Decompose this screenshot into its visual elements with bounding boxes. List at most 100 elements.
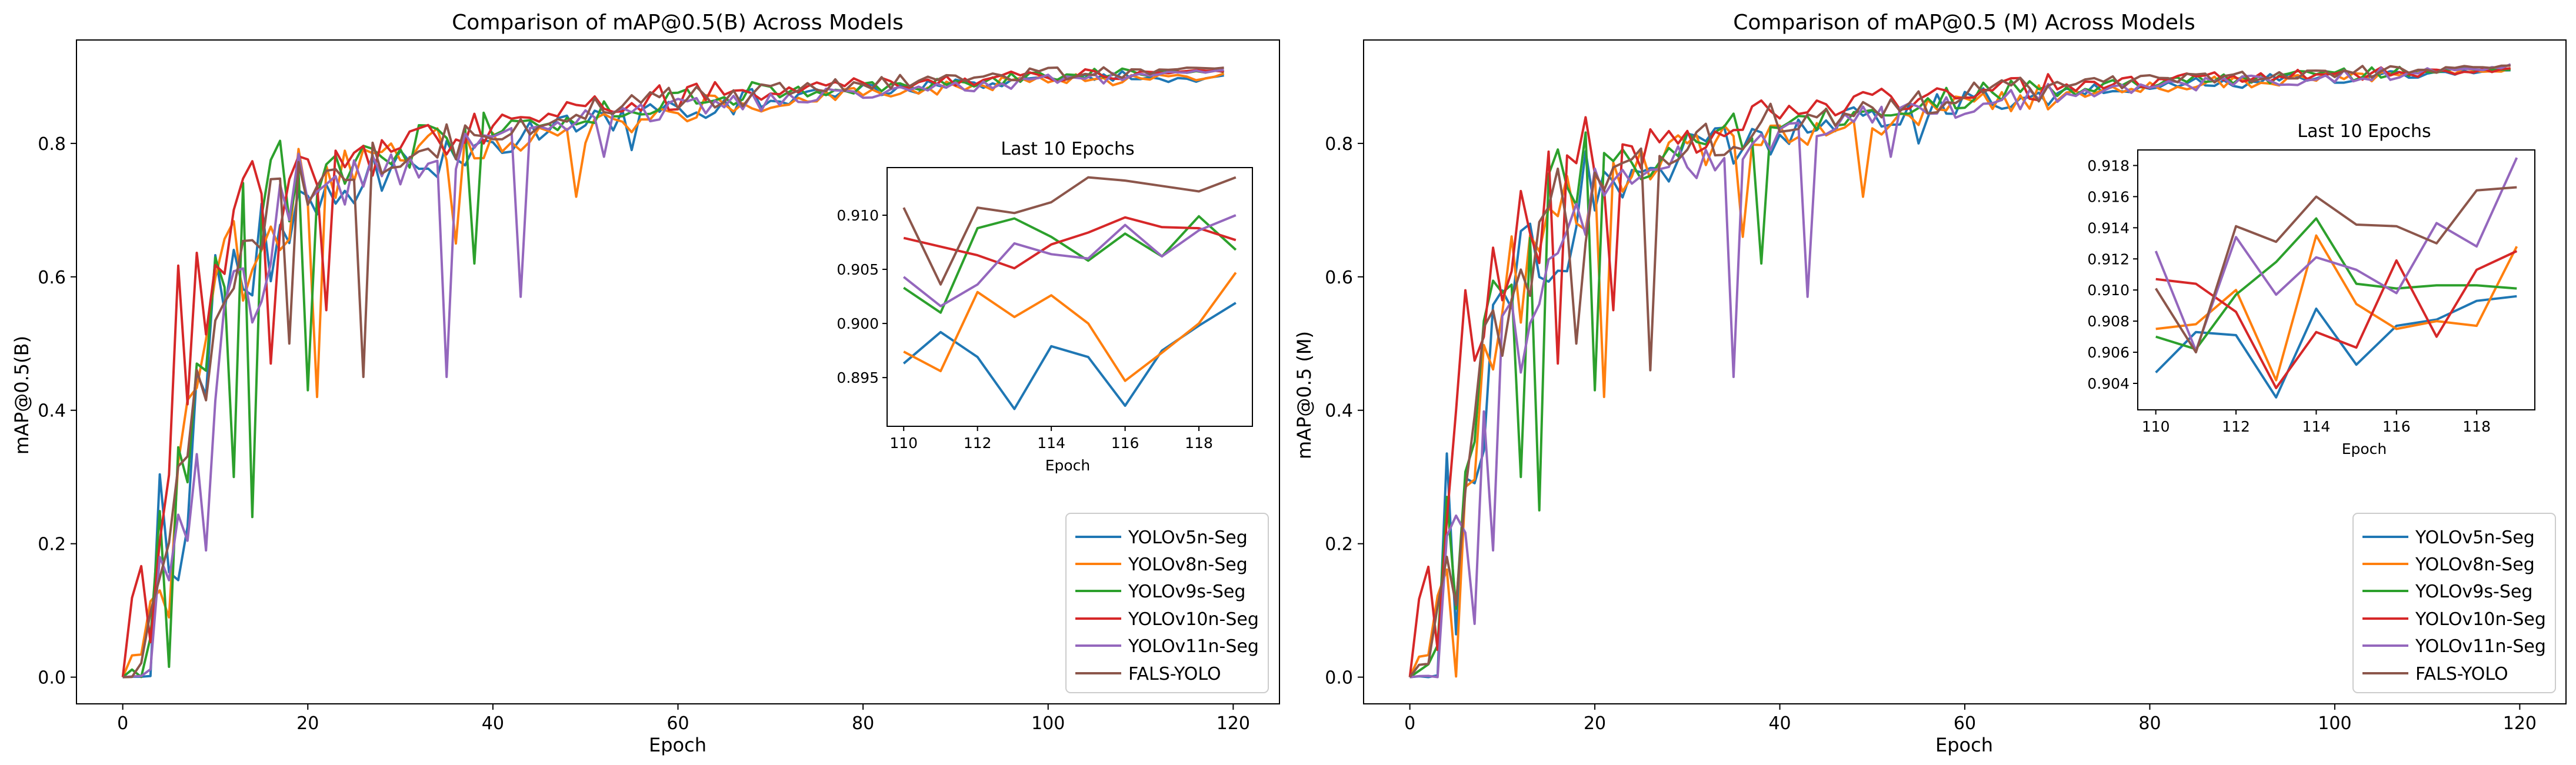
inset-last-10-epochs: Last 10 Epochs Epoch 110 112 114 116 118 0.89…: [837, 139, 1253, 474]
inset-x-axis-label: Epoch: [2342, 440, 2387, 457]
legend-label: FALS-YOLO: [1128, 664, 1221, 684]
y-tick-label: 0.2: [38, 535, 66, 555]
x-axis-label: Epoch: [649, 734, 707, 756]
plot-area: [76, 39, 1280, 704]
tick-layer: 0 20 40 60 80 100 120 0.0 0.2 0.4 0.6 0.8: [1325, 134, 2537, 734]
inset-y-tick-label: 0.905: [837, 261, 879, 278]
inset-series-line-4: [2154, 157, 2518, 352]
x-tick-label: 40: [482, 713, 504, 734]
inset-x-tick-label: 110: [889, 435, 918, 452]
inset-series-line-4: [902, 214, 1237, 308]
y-tick-label: 0.2: [1325, 535, 1353, 555]
x-tick-label: 40: [1768, 713, 1791, 734]
inset-y-tick-label: 0.916: [2087, 188, 2130, 205]
x-tick-label: 100: [2318, 713, 2351, 734]
legend-entry: YOLOv8n-Seg: [1075, 554, 1248, 575]
y-tick-label: 0.4: [38, 401, 66, 422]
legend-entry: FALS-YOLO: [2362, 664, 2508, 684]
x-tick-label: 20: [296, 713, 319, 734]
legend-label: YOLOv10n-Seg: [2415, 609, 2546, 630]
inset-x-axis-label: Epoch: [1045, 457, 1091, 474]
y-tick-label: 0.4: [1325, 401, 1353, 422]
inset-last-10-epochs: Last 10 Epochs Epoch 110 112 114 116 118 0.90…: [2087, 121, 2535, 457]
legend-label: YOLOv11n-Seg: [1128, 636, 1259, 657]
legend-entry: FALS-YOLO: [1075, 664, 1221, 684]
inset-background: [887, 168, 1252, 426]
x-tick-label: 0: [117, 713, 128, 734]
inset-y-tick-label: 0.895: [837, 369, 879, 386]
x-tick-label: 20: [1584, 713, 1606, 734]
x-tick-label: 80: [2138, 713, 2161, 734]
series-line-3: [1408, 66, 2511, 677]
x-tick-label: 0: [1404, 713, 1415, 734]
y-tick-label: 0.8: [1325, 134, 1353, 155]
plot-frame: [1363, 39, 2567, 704]
inset-x-tick-label: 118: [1185, 435, 1213, 452]
x-tick-label: 60: [667, 713, 689, 734]
inset-x-tick-label: 112: [2222, 418, 2250, 435]
inset-y-tick-label: 0.918: [2087, 157, 2130, 174]
x-tick-label: 120: [1217, 713, 1250, 734]
inset-y-tick-label: 0.904: [2087, 375, 2130, 392]
inset-frame: [2137, 149, 2535, 410]
inset-series-line-5: [2155, 186, 2517, 354]
legend-label: YOLOv5n-Seg: [2415, 527, 2535, 548]
legend-label: YOLOv10n-Seg: [1128, 609, 1259, 630]
y-axis-label: mAP@0.5(B): [11, 336, 33, 455]
inset-x-tick-label: 116: [1111, 435, 1139, 452]
legend-entry: YOLOv9s-Seg: [1075, 582, 1245, 602]
legend-entry: YOLOv10n-Seg: [2362, 609, 2546, 630]
y-axis-label: mAP@0.5 (M): [1293, 331, 1315, 459]
inset-plot-area: [2137, 149, 2535, 410]
series-line-3: [121, 68, 1224, 677]
x-tick-label: 100: [1031, 713, 1065, 734]
legend: YOLOv5n-Seg YOLOv8n-Seg YOLOv9s-Seg YOLO…: [2352, 513, 2556, 693]
inset-series-line-0: [2155, 295, 2517, 399]
inset-title: Last 10 Epochs: [2297, 121, 2431, 142]
chart-map-b: Comparison of mAP@0.5(B) Across Models E…: [11, 11, 1280, 756]
inset-series-line-2: [903, 215, 1237, 314]
legend-entry: YOLOv5n-Seg: [2362, 527, 2535, 548]
inset-x-tick-label: 110: [2142, 418, 2170, 435]
inset-y-tick-label: 0.910: [2087, 282, 2130, 299]
legend-label: FALS-YOLO: [2415, 664, 2508, 684]
inset-x-tick-label: 112: [964, 435, 992, 452]
inset-y-tick-label: 0.912: [2087, 250, 2130, 268]
y-tick-label: 0.6: [1325, 268, 1353, 288]
inset-x-tick-label: 118: [2462, 418, 2491, 435]
legend-label: YOLOv9s-Seg: [2415, 582, 2532, 602]
legend: YOLOv5n-Seg YOLOv8n-Seg YOLOv9s-Seg YOLO…: [1065, 513, 1269, 693]
inset-y-tick-label: 0.906: [2087, 344, 2130, 361]
y-tick-label: 0.6: [38, 268, 66, 288]
legend-label: YOLOv9s-Seg: [1128, 582, 1245, 602]
plot-area: [1363, 39, 2567, 704]
y-tick-label: 0.0: [38, 668, 66, 689]
chart-map-m: Comparison of mAP@0.5 (M) Across Models …: [1293, 11, 2567, 756]
tick-layer: 0 20 40 60 80 100 120 0.0 0.2 0.4 0.6 0.8: [38, 134, 1250, 734]
inset-y-tick-label: 0.910: [837, 207, 879, 224]
x-tick-label: 120: [2503, 713, 2537, 734]
legend-entry: YOLOv9s-Seg: [2362, 582, 2532, 602]
inset-y-tick-label: 0.900: [837, 315, 879, 332]
inset-x-tick-label: 114: [1037, 435, 1065, 452]
legend-box: [2352, 513, 2556, 693]
x-axis-label: Epoch: [1935, 734, 1993, 756]
y-tick-label: 0.0: [1325, 668, 1353, 689]
chart-title: Comparison of mAP@0.5(B) Across Models: [452, 11, 904, 35]
legend-label: YOLOv8n-Seg: [2415, 554, 2535, 575]
legend-label: YOLOv5n-Seg: [1128, 527, 1248, 548]
inset-title: Last 10 Epochs: [1001, 139, 1134, 159]
legend-entry: YOLOv11n-Seg: [1075, 636, 1259, 657]
inset-frame: [887, 167, 1253, 427]
legend-entry: YOLOv11n-Seg: [2362, 636, 2546, 657]
x-tick-label: 60: [1954, 713, 1976, 734]
inset-x-tick-label: 116: [2382, 418, 2411, 435]
legend-entry: YOLOv5n-Seg: [1075, 527, 1248, 548]
legend-label: YOLOv8n-Seg: [1128, 554, 1248, 575]
inset-series-line-1: [2155, 234, 2518, 382]
inset-x-tick-label: 114: [2302, 418, 2331, 435]
inset-y-tick-label: 0.914: [2087, 219, 2130, 236]
y-tick-label: 0.8: [38, 134, 66, 155]
legend-box: [1065, 513, 1269, 693]
